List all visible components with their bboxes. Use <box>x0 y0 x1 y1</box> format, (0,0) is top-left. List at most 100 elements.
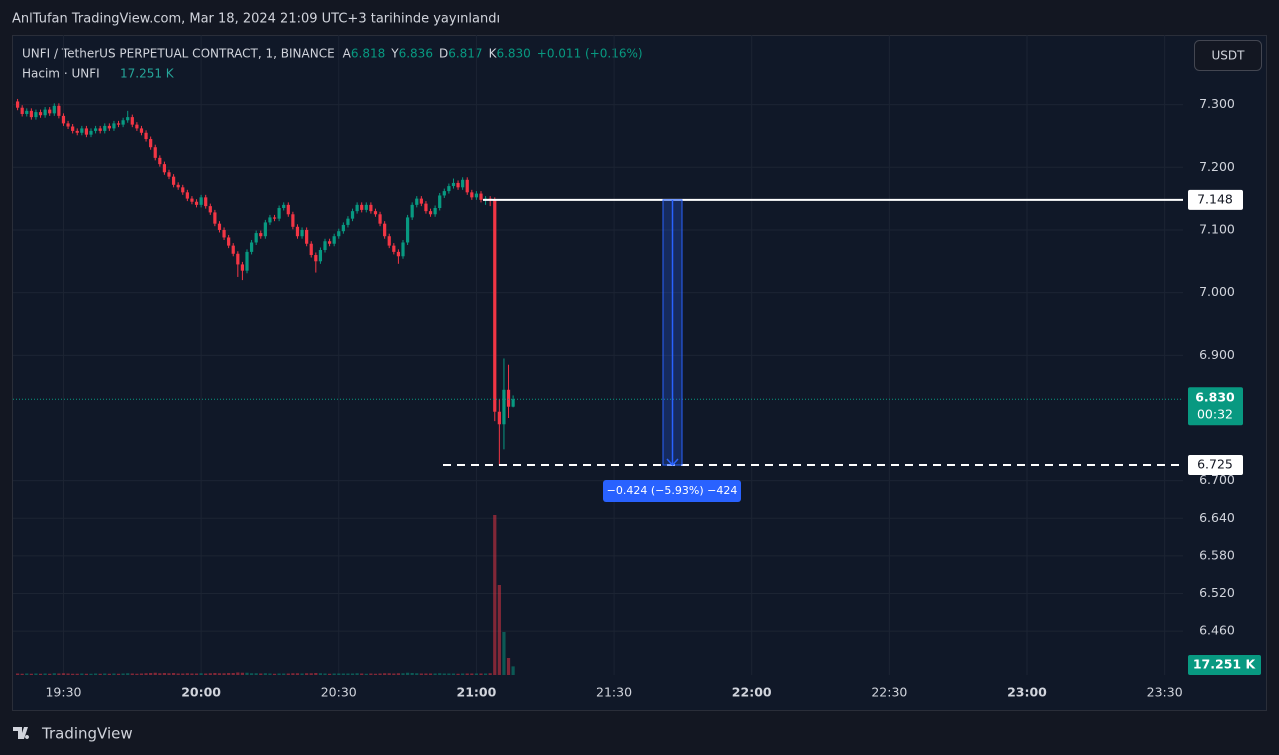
candle-body <box>61 115 66 124</box>
volume-bar <box>204 673 208 675</box>
candle-body <box>121 120 125 125</box>
y-tick-label: 6.900 <box>1199 347 1235 362</box>
volume-bar <box>474 673 479 675</box>
x-tick-label: 21:00 <box>457 685 497 700</box>
price-tag-label: 6.725 <box>1197 457 1233 472</box>
candle-body <box>405 217 410 243</box>
volume-bar <box>75 673 79 675</box>
volume-title: Hacim · UNFI <box>22 67 100 81</box>
candle-body <box>479 193 483 200</box>
candle-body <box>259 233 263 237</box>
currency-button[interactable] <box>1194 40 1262 71</box>
volume-bar <box>167 673 171 675</box>
candle-body <box>38 112 43 116</box>
candle-body <box>327 241 332 244</box>
x-tick-label: 21:30 <box>596 685 632 700</box>
volume-bar <box>277 673 281 675</box>
candle-body <box>282 204 286 209</box>
y-tick-label: 7.100 <box>1199 221 1235 236</box>
last-price-tag <box>1188 387 1243 426</box>
candle-body <box>190 198 194 202</box>
published-note: AnlTufan TradingView.com, Mar 18, 2024 2… <box>12 12 500 27</box>
candle-body <box>75 130 79 133</box>
price-tag <box>1188 189 1243 210</box>
volume-bar <box>378 673 382 675</box>
x-tick-label: 23:30 <box>1147 685 1183 700</box>
volume-bar <box>121 673 125 675</box>
brand: TradingView <box>13 725 133 743</box>
volume-bar <box>103 673 107 675</box>
candle-body <box>66 123 70 127</box>
volume-bar <box>392 673 396 675</box>
candle-body <box>396 251 401 257</box>
candle-body <box>451 182 456 187</box>
candle-body <box>378 214 382 224</box>
candle-body <box>162 164 167 173</box>
candle-body <box>135 124 139 129</box>
candle-body <box>493 199 497 412</box>
ohlc-key: D <box>439 47 448 61</box>
volume-bar <box>48 673 52 675</box>
candle-body <box>217 223 222 230</box>
currency-label[interactable]: USDT <box>1212 49 1246 63</box>
volume-bar <box>181 673 185 675</box>
volume-bar <box>291 673 295 675</box>
volume-bar <box>451 673 456 675</box>
price-tag-label: 7.148 <box>1197 191 1233 206</box>
volume-bar <box>493 515 497 675</box>
volume-bar <box>25 673 29 675</box>
candle-body <box>470 192 474 198</box>
candle-body <box>401 242 405 257</box>
volume-bar <box>488 673 492 675</box>
volume-bar <box>139 673 144 675</box>
volume-bar <box>314 673 318 675</box>
candle-body <box>461 179 465 188</box>
candle-body <box>277 208 281 219</box>
volume-bar <box>84 673 89 675</box>
volume-bar <box>89 673 93 675</box>
volume-bar <box>268 673 272 675</box>
candle-body <box>48 109 52 114</box>
candle-body <box>185 192 189 199</box>
brand-logo <box>13 727 30 740</box>
volume-bar <box>401 673 405 675</box>
candle-body <box>181 187 185 193</box>
volume-bar <box>61 673 66 675</box>
candle-body <box>84 128 89 135</box>
volume-bar <box>190 673 194 675</box>
volume-bar <box>506 658 511 675</box>
candle-body <box>272 217 277 219</box>
volume-bar <box>162 673 167 675</box>
price-tag <box>1188 455 1243 476</box>
y-tick-label: 7.000 <box>1199 284 1235 299</box>
volume-bar <box>20 673 24 675</box>
candle-body <box>71 126 75 131</box>
volume-bar <box>286 673 290 675</box>
volume-bar <box>346 673 350 675</box>
y-tick-label: 6.700 <box>1199 472 1235 487</box>
candle-body <box>502 389 506 425</box>
volume-bar <box>38 673 43 675</box>
candle-body <box>222 229 226 238</box>
candle-body <box>355 204 359 212</box>
candle-body <box>410 204 414 218</box>
volume-bar <box>442 673 446 675</box>
candle-body <box>245 251 249 271</box>
ohlc-value: 6.830 <box>496 47 530 61</box>
candle-body <box>360 204 364 210</box>
candle-body <box>305 229 309 244</box>
volume-bar <box>350 673 355 675</box>
volume-bar <box>15 673 20 675</box>
volume-bar <box>52 673 56 675</box>
candle-body <box>341 224 345 232</box>
volume-bar <box>419 673 423 675</box>
volume-bar <box>497 585 501 675</box>
volume-bar <box>149 673 153 675</box>
volume-bar <box>396 673 401 675</box>
ohlc-key: K <box>489 47 498 61</box>
candle-body <box>392 245 396 252</box>
candle-body <box>286 204 290 215</box>
candle-body <box>419 198 423 204</box>
volume-bar <box>337 673 341 675</box>
